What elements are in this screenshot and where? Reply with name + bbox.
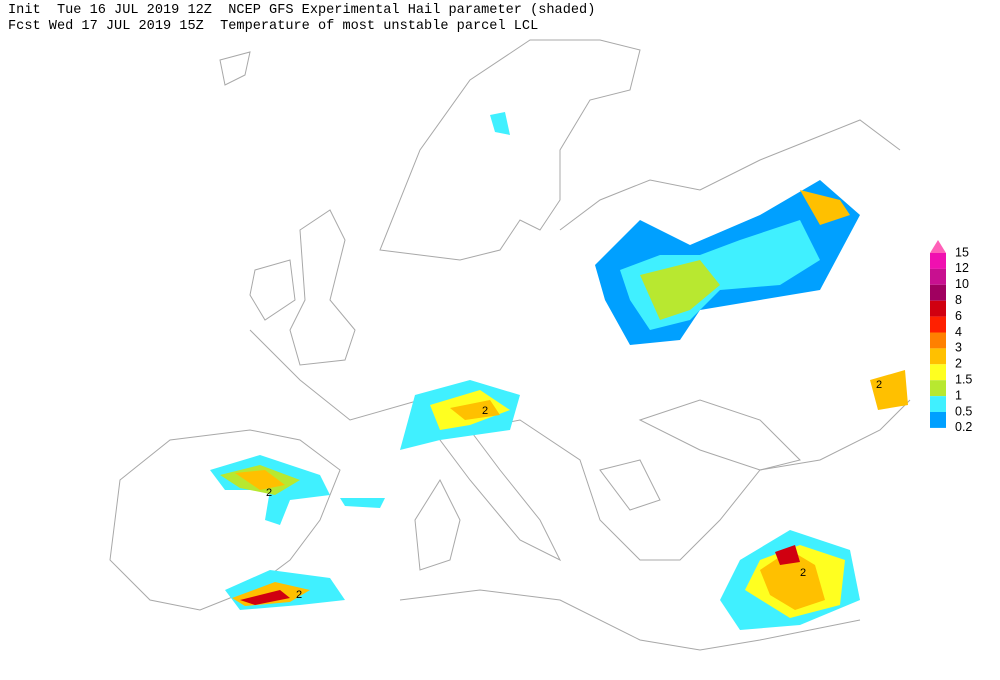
legend-triangle (930, 240, 946, 253)
legend-label: 2 (955, 357, 962, 371)
legend-label: 4 (955, 325, 962, 339)
legend-label: 10 (955, 277, 969, 291)
legend-swatch (930, 268, 946, 285)
legend: 15 12 10 8 6 4 3 21.5 1 0.5 0.2 (930, 240, 972, 434)
legend-label: 12 (955, 261, 969, 275)
legend-swatch (930, 316, 946, 333)
legend-swatch (930, 284, 946, 301)
hail-shading (210, 112, 908, 630)
legend-swatch (930, 332, 946, 349)
legend-label: 3 (955, 341, 962, 355)
legend-swatch (930, 253, 946, 269)
legend-label: 1.5 (955, 372, 972, 386)
contour-label: 2 (296, 589, 302, 601)
legend-label: 1 (955, 388, 962, 402)
contour-label: 2 (266, 487, 272, 499)
legend-swatch (930, 364, 946, 381)
legend-swatch (930, 348, 946, 365)
header-line: Init Tue 16 JUL 2019 12Z NCEP GFS Experi… (8, 3, 595, 18)
legend-label: 15 (955, 245, 969, 259)
legend-label: 0.2 (955, 420, 972, 434)
legend-label: 6 (955, 309, 962, 323)
contour-label: 2 (482, 405, 488, 417)
legend-swatch (930, 396, 946, 412)
legend-label: 0.5 (955, 404, 972, 418)
legend-swatch (930, 300, 946, 317)
contour-label: 2 (800, 567, 806, 579)
legend-swatch (930, 380, 946, 397)
contour-label: 2 (876, 379, 882, 391)
header-line: Fcst Wed 17 JUL 2019 15Z Temperature of … (8, 19, 538, 34)
legend-label: 8 (955, 293, 962, 307)
legend-swatch (930, 412, 946, 428)
